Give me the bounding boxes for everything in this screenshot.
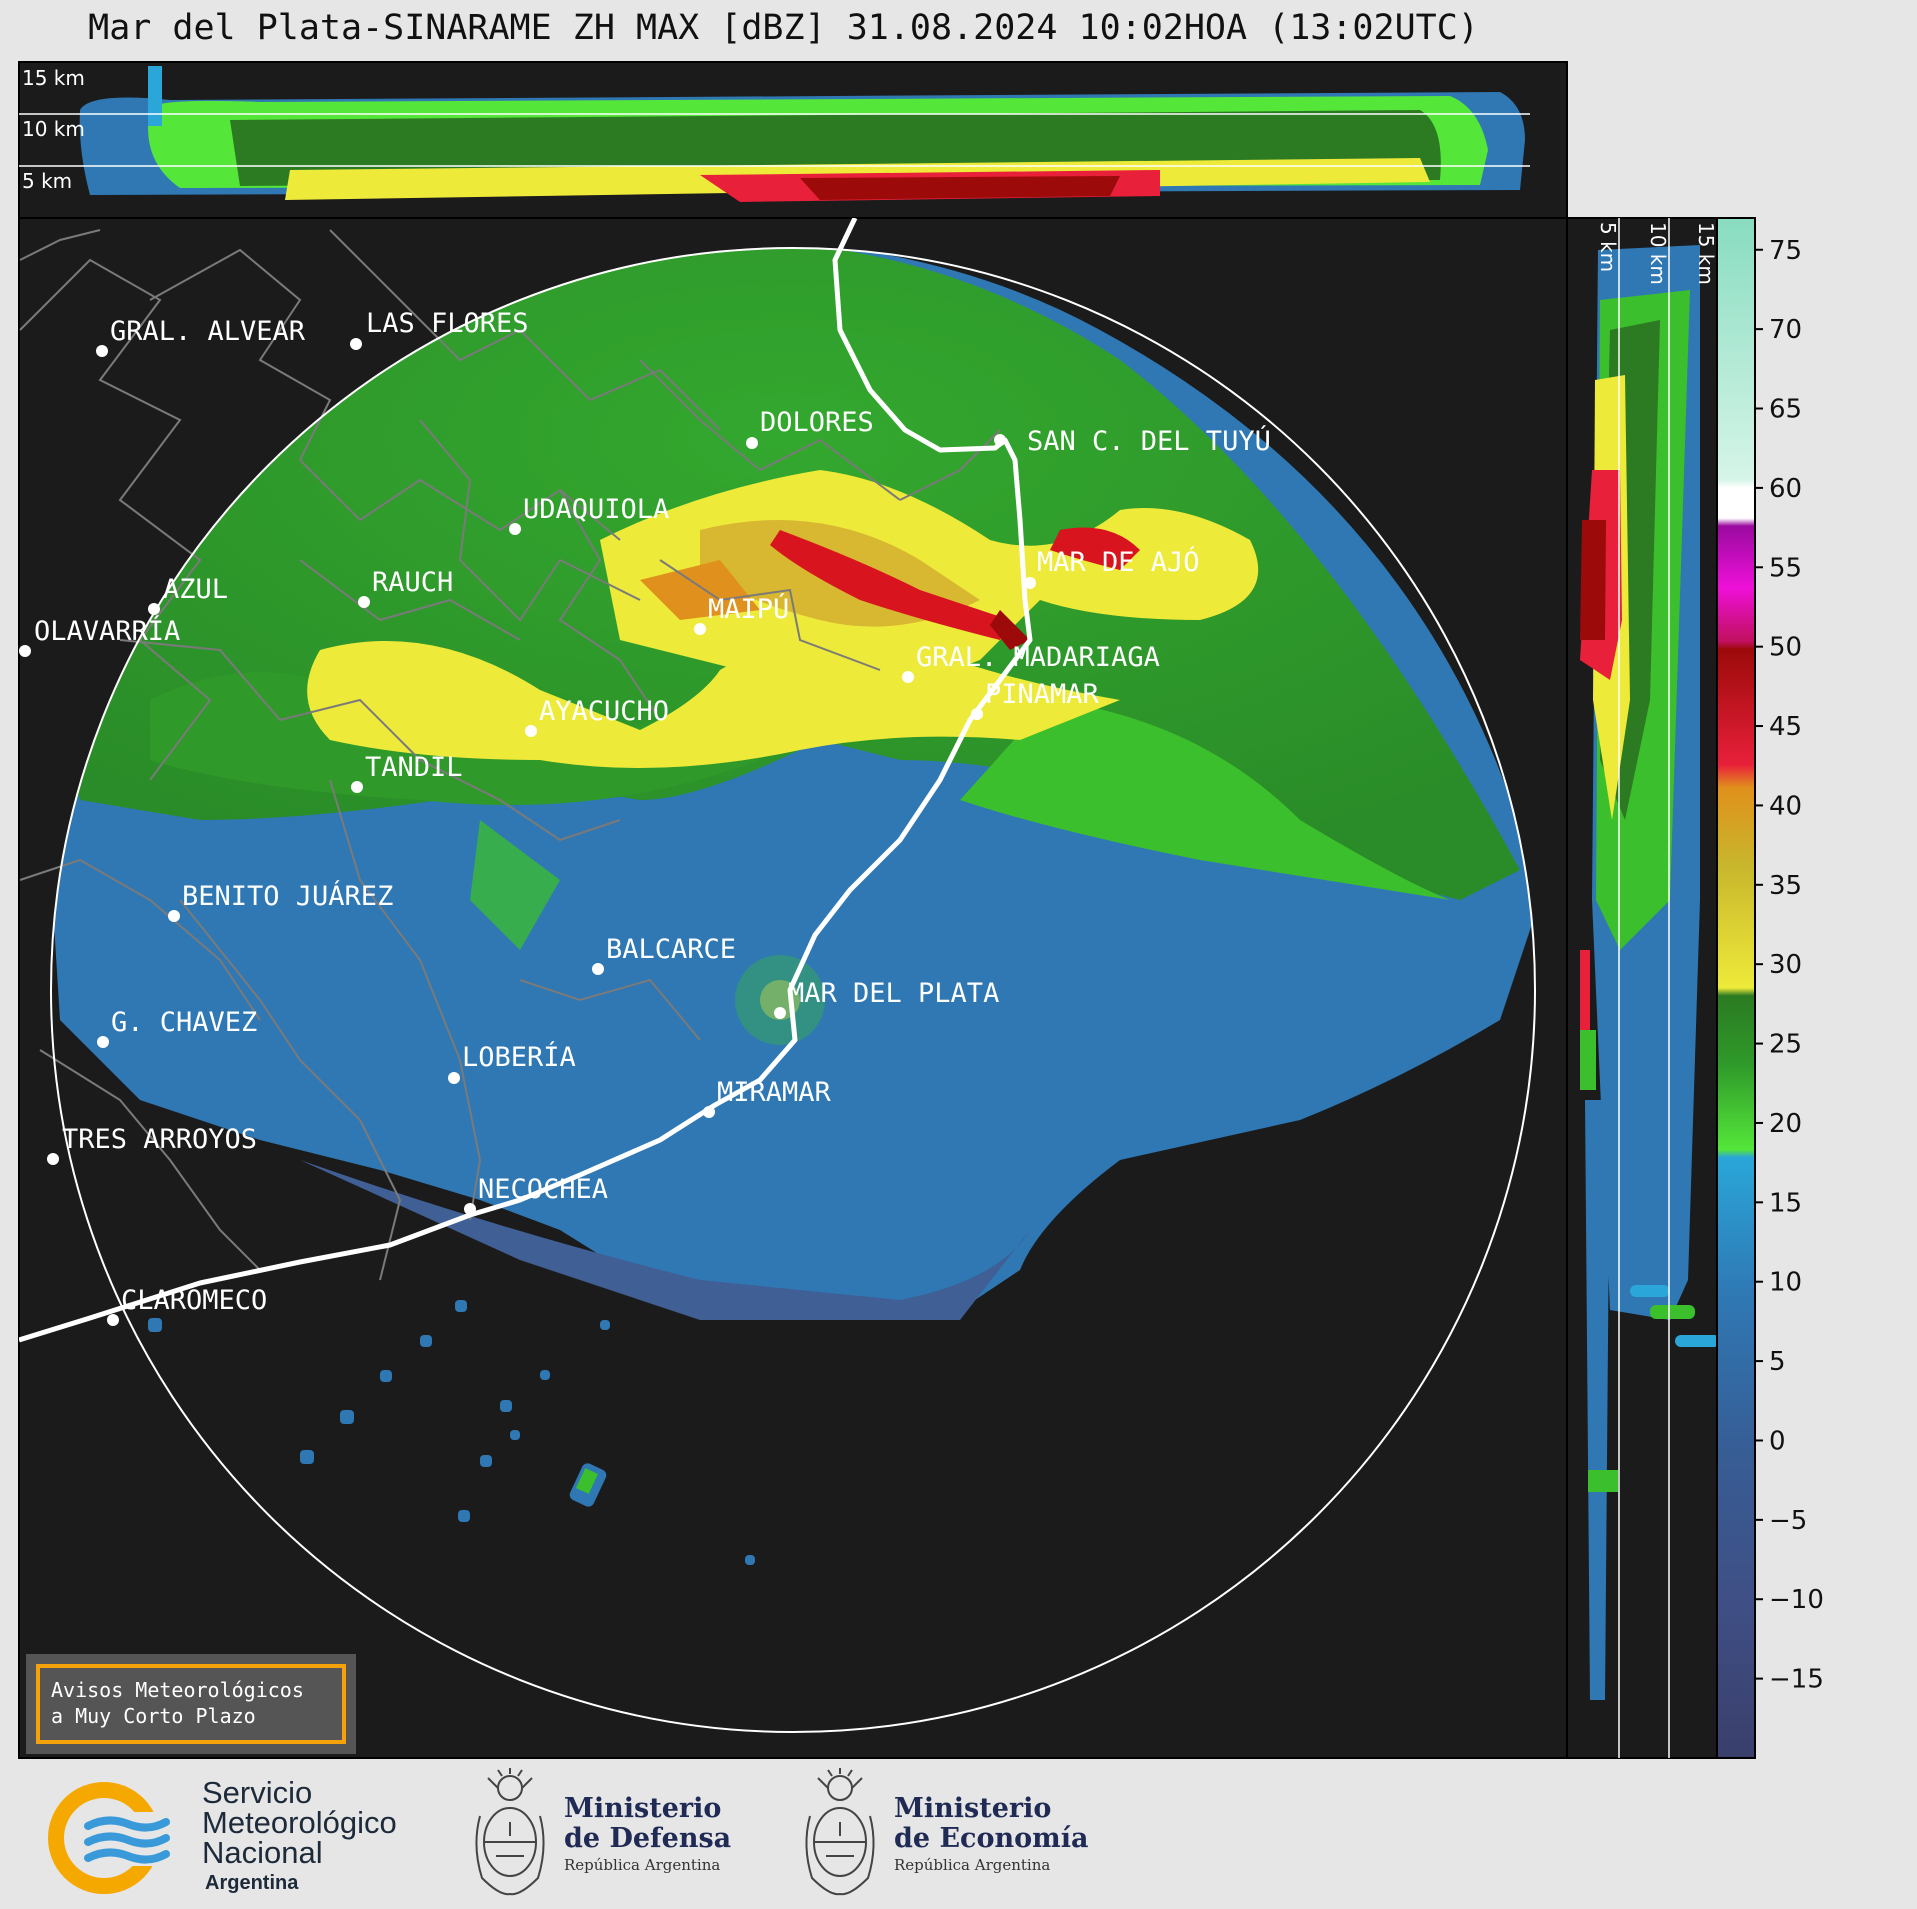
city-label-udaquiola: UDAQUIOLA: [523, 494, 669, 525]
colorbar-tick-label: −15: [1769, 1665, 1824, 1695]
coat-of-arms-icon: [475, 1768, 545, 1896]
range-ring: [50, 247, 1536, 1733]
side-height-label-10: 10 km: [1646, 222, 1670, 285]
city-label-olavarria: OLAVARRÍA: [34, 615, 180, 647]
side-cross-section-panel: 5 km 10 km 15 km: [1566, 217, 1720, 1759]
top-height-label-5: 5 km: [22, 169, 72, 193]
colorbar-tick-label: 15: [1769, 1188, 1802, 1218]
colorbar-tick-label: −5: [1769, 1506, 1807, 1536]
district-borders: [19, 229, 1001, 1281]
smn-line-2: Meteorológico: [202, 1805, 397, 1840]
notice-line-1: Avisos Meteorológicos: [51, 1678, 304, 1702]
colorbar-tick-label: 65: [1769, 395, 1802, 425]
top-cross-section-panel: 15 km 10 km 5 km: [18, 61, 1568, 219]
city-label-rauch: RAUCH: [372, 567, 453, 598]
top-height-label-15: 15 km: [22, 66, 85, 90]
economia-logo: Ministerio de Economía República Argenti…: [800, 1766, 1088, 1902]
defensa-line-3: República Argentina: [564, 1856, 721, 1874]
city-label-dolores: DOLORES: [760, 407, 874, 438]
city-label-las-flores: LAS FLORES: [366, 308, 529, 339]
colorbar-tick-label: 70: [1769, 315, 1802, 345]
notice-box: Avisos Meteorológicos a Muy Corto Plazo: [26, 1654, 356, 1754]
colorbar-tick-label: 5: [1769, 1347, 1786, 1377]
colorbar-tick-label: 75: [1769, 236, 1802, 266]
radar-echo-field: [51, 248, 1535, 1320]
colorbar-tick-label: 20: [1769, 1109, 1802, 1139]
city-label-gral-madariaga: GRAL. MADARIAGA: [916, 642, 1160, 673]
side-height-label-15: 15 km: [1694, 222, 1718, 285]
colorbar-tick-label: 55: [1769, 553, 1802, 583]
colorbar-tick-label: 40: [1769, 791, 1802, 821]
defensa-line-1: Ministerio: [564, 1793, 722, 1824]
city-label-benito-juarez: BENITO JUÁREZ: [182, 880, 393, 912]
city-markers: GRAL. ALVEAR LAS FLORES DOLORES SAN C. D…: [19, 308, 1271, 1326]
notice-line-2: a Muy Corto Plazo: [51, 1704, 256, 1728]
defensa-logo: Ministerio de Defensa República Argentin…: [470, 1766, 731, 1902]
smn-line-4: Argentina: [205, 1872, 299, 1894]
side-height-label-5: 5 km: [1596, 222, 1620, 272]
defensa-line-2: de Defensa: [564, 1823, 732, 1854]
economia-line-3: República Argentina: [894, 1856, 1051, 1874]
city-label-tres-arroyos: TRES ARROYOS: [62, 1124, 257, 1155]
smn-line-1: Servicio: [202, 1775, 313, 1810]
city-label-maipu: MAIPÚ: [708, 593, 789, 625]
city-label-tandil: TANDIL: [365, 752, 463, 783]
city-label-loberia: LOBERÍA: [462, 1041, 576, 1073]
city-label-necochea: NECOCHEA: [478, 1174, 608, 1205]
city-label-claromeco: CLAROMECO: [121, 1285, 267, 1316]
smn-line-3: Nacional: [202, 1835, 323, 1870]
main-radar-map: GRAL. ALVEAR LAS FLORES DOLORES SAN C. D…: [18, 217, 1568, 1759]
top-height-label-10: 10 km: [22, 117, 85, 141]
colorbar-tick-label: 60: [1769, 474, 1802, 504]
city-label-mar-de-ajo: MAR DE AJÓ: [1037, 546, 1200, 578]
colorbar-tick-label: 10: [1769, 1268, 1802, 1298]
colorbar-tick-label: 45: [1769, 712, 1802, 742]
city-label-ayacucho: AYACUCHO: [539, 696, 669, 727]
colorbar-tick-label: 50: [1769, 633, 1802, 663]
city-label-pinamar: PINAMAR: [985, 679, 1100, 710]
footer-logos: Servicio Meteorológico Nacional Argentin…: [0, 1760, 1917, 1909]
colorbar-tick-label: 25: [1769, 1030, 1802, 1060]
city-label-balcarce: BALCARCE: [606, 934, 736, 965]
colorbar-tick-label: 35: [1769, 871, 1802, 901]
economia-line-2: de Economía: [894, 1823, 1089, 1854]
city-label-miramar: MIRAMAR: [717, 1077, 832, 1108]
coat-of-arms-icon: [805, 1768, 875, 1896]
colorbar-tick-label: −10: [1769, 1585, 1824, 1615]
smn-logo: Servicio Meteorológico Nacional Argentin…: [48, 1775, 397, 1898]
city-label-azul: AZUL: [163, 574, 228, 605]
city-label-gral-alvear: GRAL. ALVEAR: [110, 316, 306, 347]
city-label-san-c-del-tuyu: SAN C. DEL TUYÚ: [1027, 425, 1271, 457]
city-label-mar-del-plata: MAR DEL PLATA: [788, 978, 999, 1009]
colorbar-tick-label: 30: [1769, 950, 1802, 980]
page-title: Mar del Plata-SINARAME ZH MAX [dBZ] 31.0…: [88, 8, 1479, 48]
smn-sun-waves-icon: [48, 1782, 176, 1894]
economia-line-1: Ministerio: [894, 1793, 1052, 1824]
colorbar-tick-label: 0: [1769, 1426, 1786, 1456]
city-label-g-chavez: G. CHAVEZ: [111, 1007, 257, 1038]
radar-figure: 15 km 10 km 5 km: [18, 61, 1824, 1759]
